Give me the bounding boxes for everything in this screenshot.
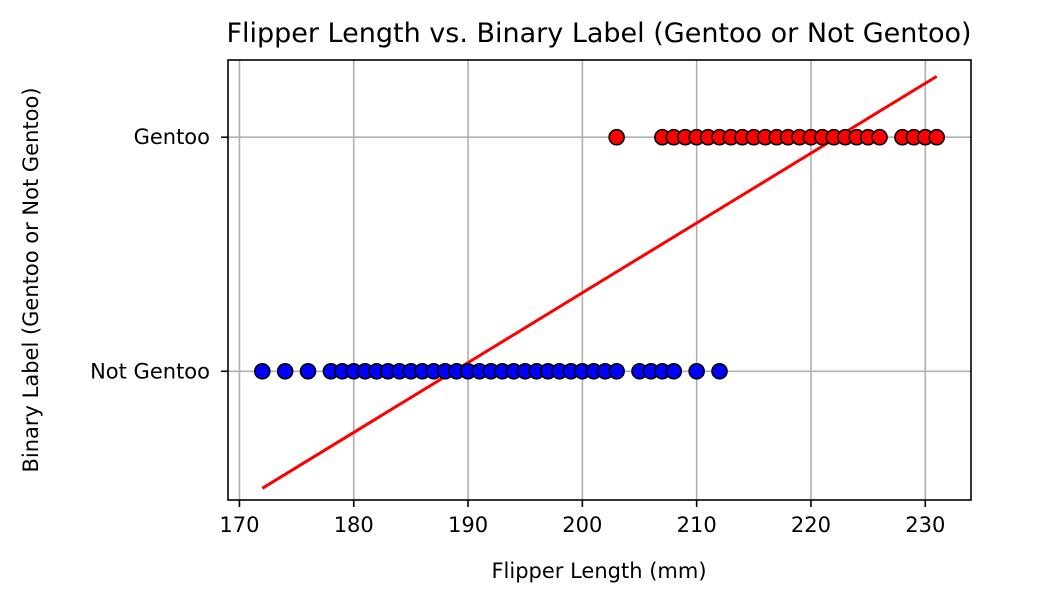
chart-title: Flipper Length vs. Binary Label (Gentoo … [226, 18, 971, 49]
x-axis-label: Flipper Length (mm) [491, 559, 706, 583]
data-point [871, 128, 888, 146]
y-tick-label: Gentoo [134, 125, 210, 149]
plot-frame [227, 59, 972, 501]
data-point [608, 128, 625, 146]
data-point [608, 362, 625, 380]
data-point [299, 362, 317, 380]
data-point [276, 362, 294, 380]
y-tick-label: Not Gentoo [90, 359, 210, 383]
y-axis-label: Binary Label (Gentoo or Not Gentoo) [19, 87, 43, 472]
x-tick-label: 180 [334, 513, 374, 537]
x-tick-label: 170 [219, 513, 259, 537]
x-tick-label: 230 [905, 513, 945, 537]
data-point [665, 362, 683, 380]
grid-layer [228, 60, 971, 500]
x-tick-label: 220 [791, 513, 831, 537]
x-tick-label: 210 [677, 513, 717, 537]
ticks-layer: 170 180 190 200 210 220 230 Not Gentoo Gentoo [90, 125, 945, 537]
x-tick-label: 190 [448, 513, 488, 537]
data-point [928, 128, 946, 146]
x-tick-label: 200 [562, 513, 602, 537]
points-layer [253, 128, 946, 380]
data-point [688, 362, 705, 380]
data-point [253, 362, 271, 380]
data-point [711, 362, 728, 380]
